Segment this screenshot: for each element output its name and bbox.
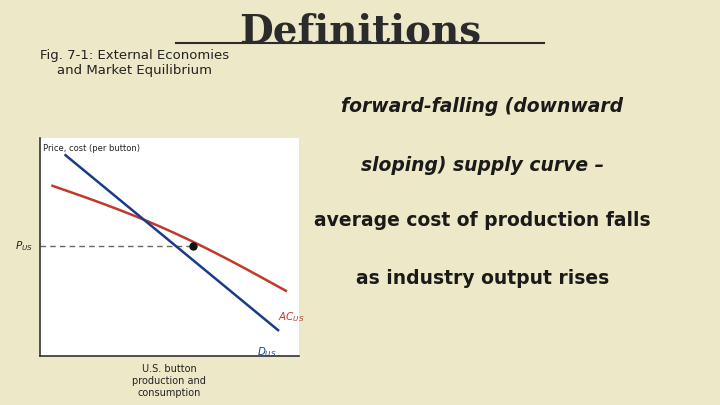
Text: Definitions: Definitions: [239, 12, 481, 50]
Text: forward-falling (downward: forward-falling (downward: [341, 97, 624, 116]
Text: $D_{US}$: $D_{US}$: [257, 345, 277, 359]
Text: Fig. 7-1: External Economies
and Market Equilibrium: Fig. 7-1: External Economies and Market …: [40, 49, 229, 77]
Text: $P_{US}$: $P_{US}$: [15, 239, 33, 253]
Text: $AC_{US}$: $AC_{US}$: [278, 311, 305, 324]
Text: Price, cost (per button): Price, cost (per button): [43, 144, 140, 153]
Text: U.S. button
production and
consumption: U.S. button production and consumption: [132, 364, 206, 398]
Text: as industry output rises: as industry output rises: [356, 269, 609, 288]
Text: sloping) supply curve –: sloping) supply curve –: [361, 156, 604, 175]
Text: average cost of production falls: average cost of production falls: [314, 211, 651, 230]
